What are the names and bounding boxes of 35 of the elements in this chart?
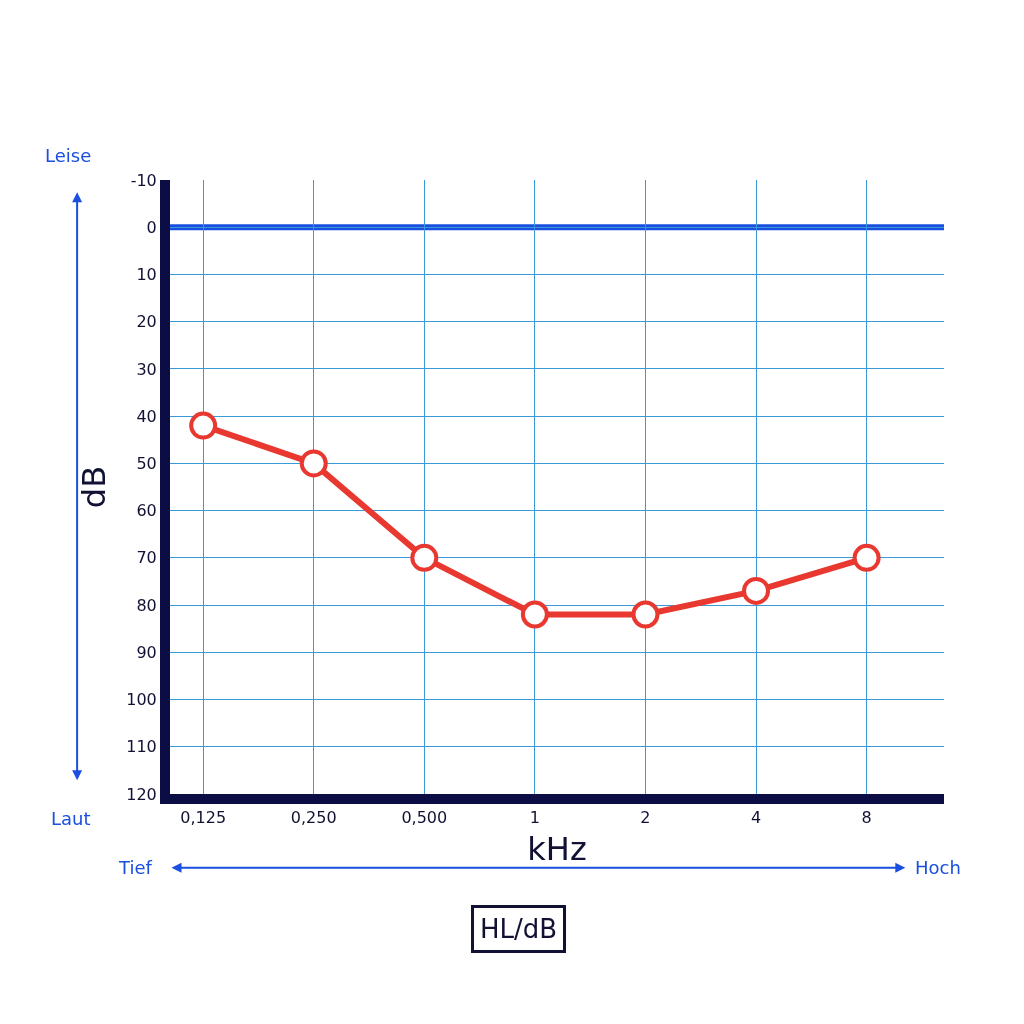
x-axis-title: kHz <box>527 829 587 868</box>
text: Leise <box>45 145 92 166</box>
x-tick-label: 0,500 <box>401 808 448 828</box>
y-tick-label: 40 <box>136 406 157 426</box>
x-tick-label: 2 <box>640 808 651 828</box>
y-axis-title: dB <box>75 465 114 509</box>
y-tick-label: 60 <box>136 501 157 521</box>
y-tick-label: 90 <box>136 642 157 662</box>
point <box>410 543 439 572</box>
y-tick-label: 110 <box>126 737 157 757</box>
y-tick-label: 70 <box>136 548 157 568</box>
point <box>189 411 218 440</box>
text: Hoch <box>915 857 961 878</box>
x-tick-label: 4 <box>750 808 762 828</box>
x-tick-label: 8 <box>861 808 872 828</box>
y-tick-label: -10 <box>130 170 157 190</box>
y-tick-label: 0 <box>146 217 157 237</box>
text: Laut <box>51 808 91 829</box>
point <box>299 449 328 478</box>
y-tick-label: 20 <box>136 312 157 332</box>
y-tick-label: 100 <box>126 690 157 710</box>
text: Tief <box>118 857 153 878</box>
x-tick-label: 1 <box>529 808 540 828</box>
point <box>852 543 881 572</box>
point <box>631 600 660 629</box>
y-tick-label: 50 <box>136 453 157 473</box>
x-tick-label: 0,125 <box>180 808 227 828</box>
point <box>520 600 549 629</box>
y-tick-label: 10 <box>136 265 157 285</box>
y-tick-label: 80 <box>136 595 157 615</box>
text: HL/dB <box>480 914 558 944</box>
y-tick-label: 120 <box>126 784 157 804</box>
y-tick-label: 30 <box>136 359 157 379</box>
point <box>742 576 771 605</box>
x-tick-label: 0,250 <box>290 808 337 828</box>
